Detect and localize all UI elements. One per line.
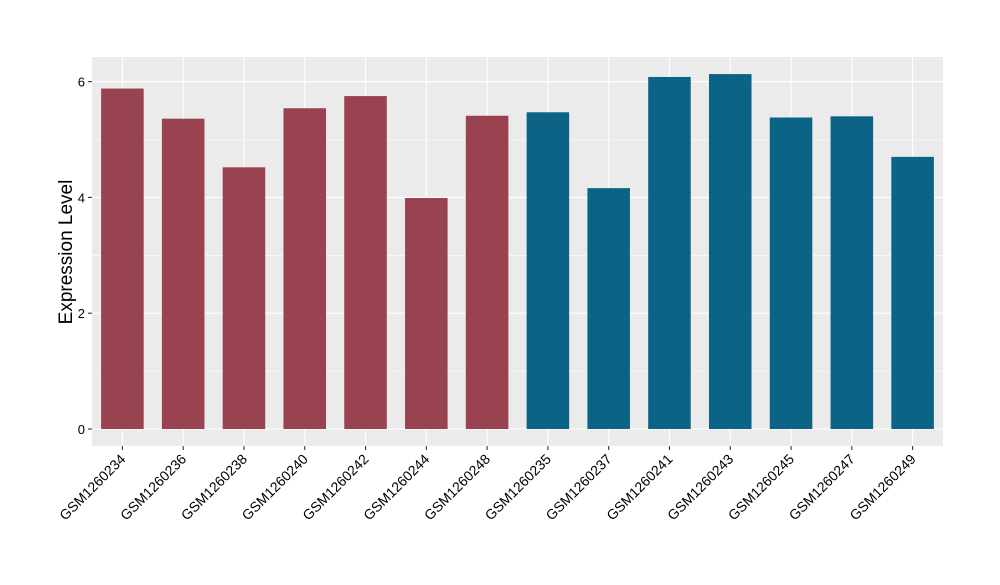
bar-GSM1260236 [161,118,205,429]
bar-GSM1260238 [222,167,266,430]
bar-GSM1260243 [708,74,752,429]
y-tick-label: 2 [78,306,85,321]
bar-GSM1260245 [769,117,813,429]
bar-GSM1260241 [648,76,691,429]
bar-GSM1260242 [344,96,387,429]
bar-GSM1260248 [465,115,509,429]
y-tick-label: 0 [78,422,85,437]
bar-GSM1260247 [830,116,874,429]
y-axis: 0 2 4 6 [78,75,92,437]
bars [101,74,934,430]
bar-GSM1260235 [526,112,570,429]
y-tick-label: 6 [78,75,85,90]
plot-panel [92,57,943,446]
bar-GSM1260249 [891,156,934,429]
bar-GSM1260240 [283,108,327,429]
y-tick-label: 4 [78,190,85,205]
y-axis-label: Expression Level [56,180,77,325]
bar-GSM1260244 [405,197,448,429]
x-axis: GSM1260234GSM1260236GSM1260238GSM1260240… [56,446,919,523]
bar-GSM1260237 [587,188,630,429]
bar-GSM1260234 [101,88,144,430]
